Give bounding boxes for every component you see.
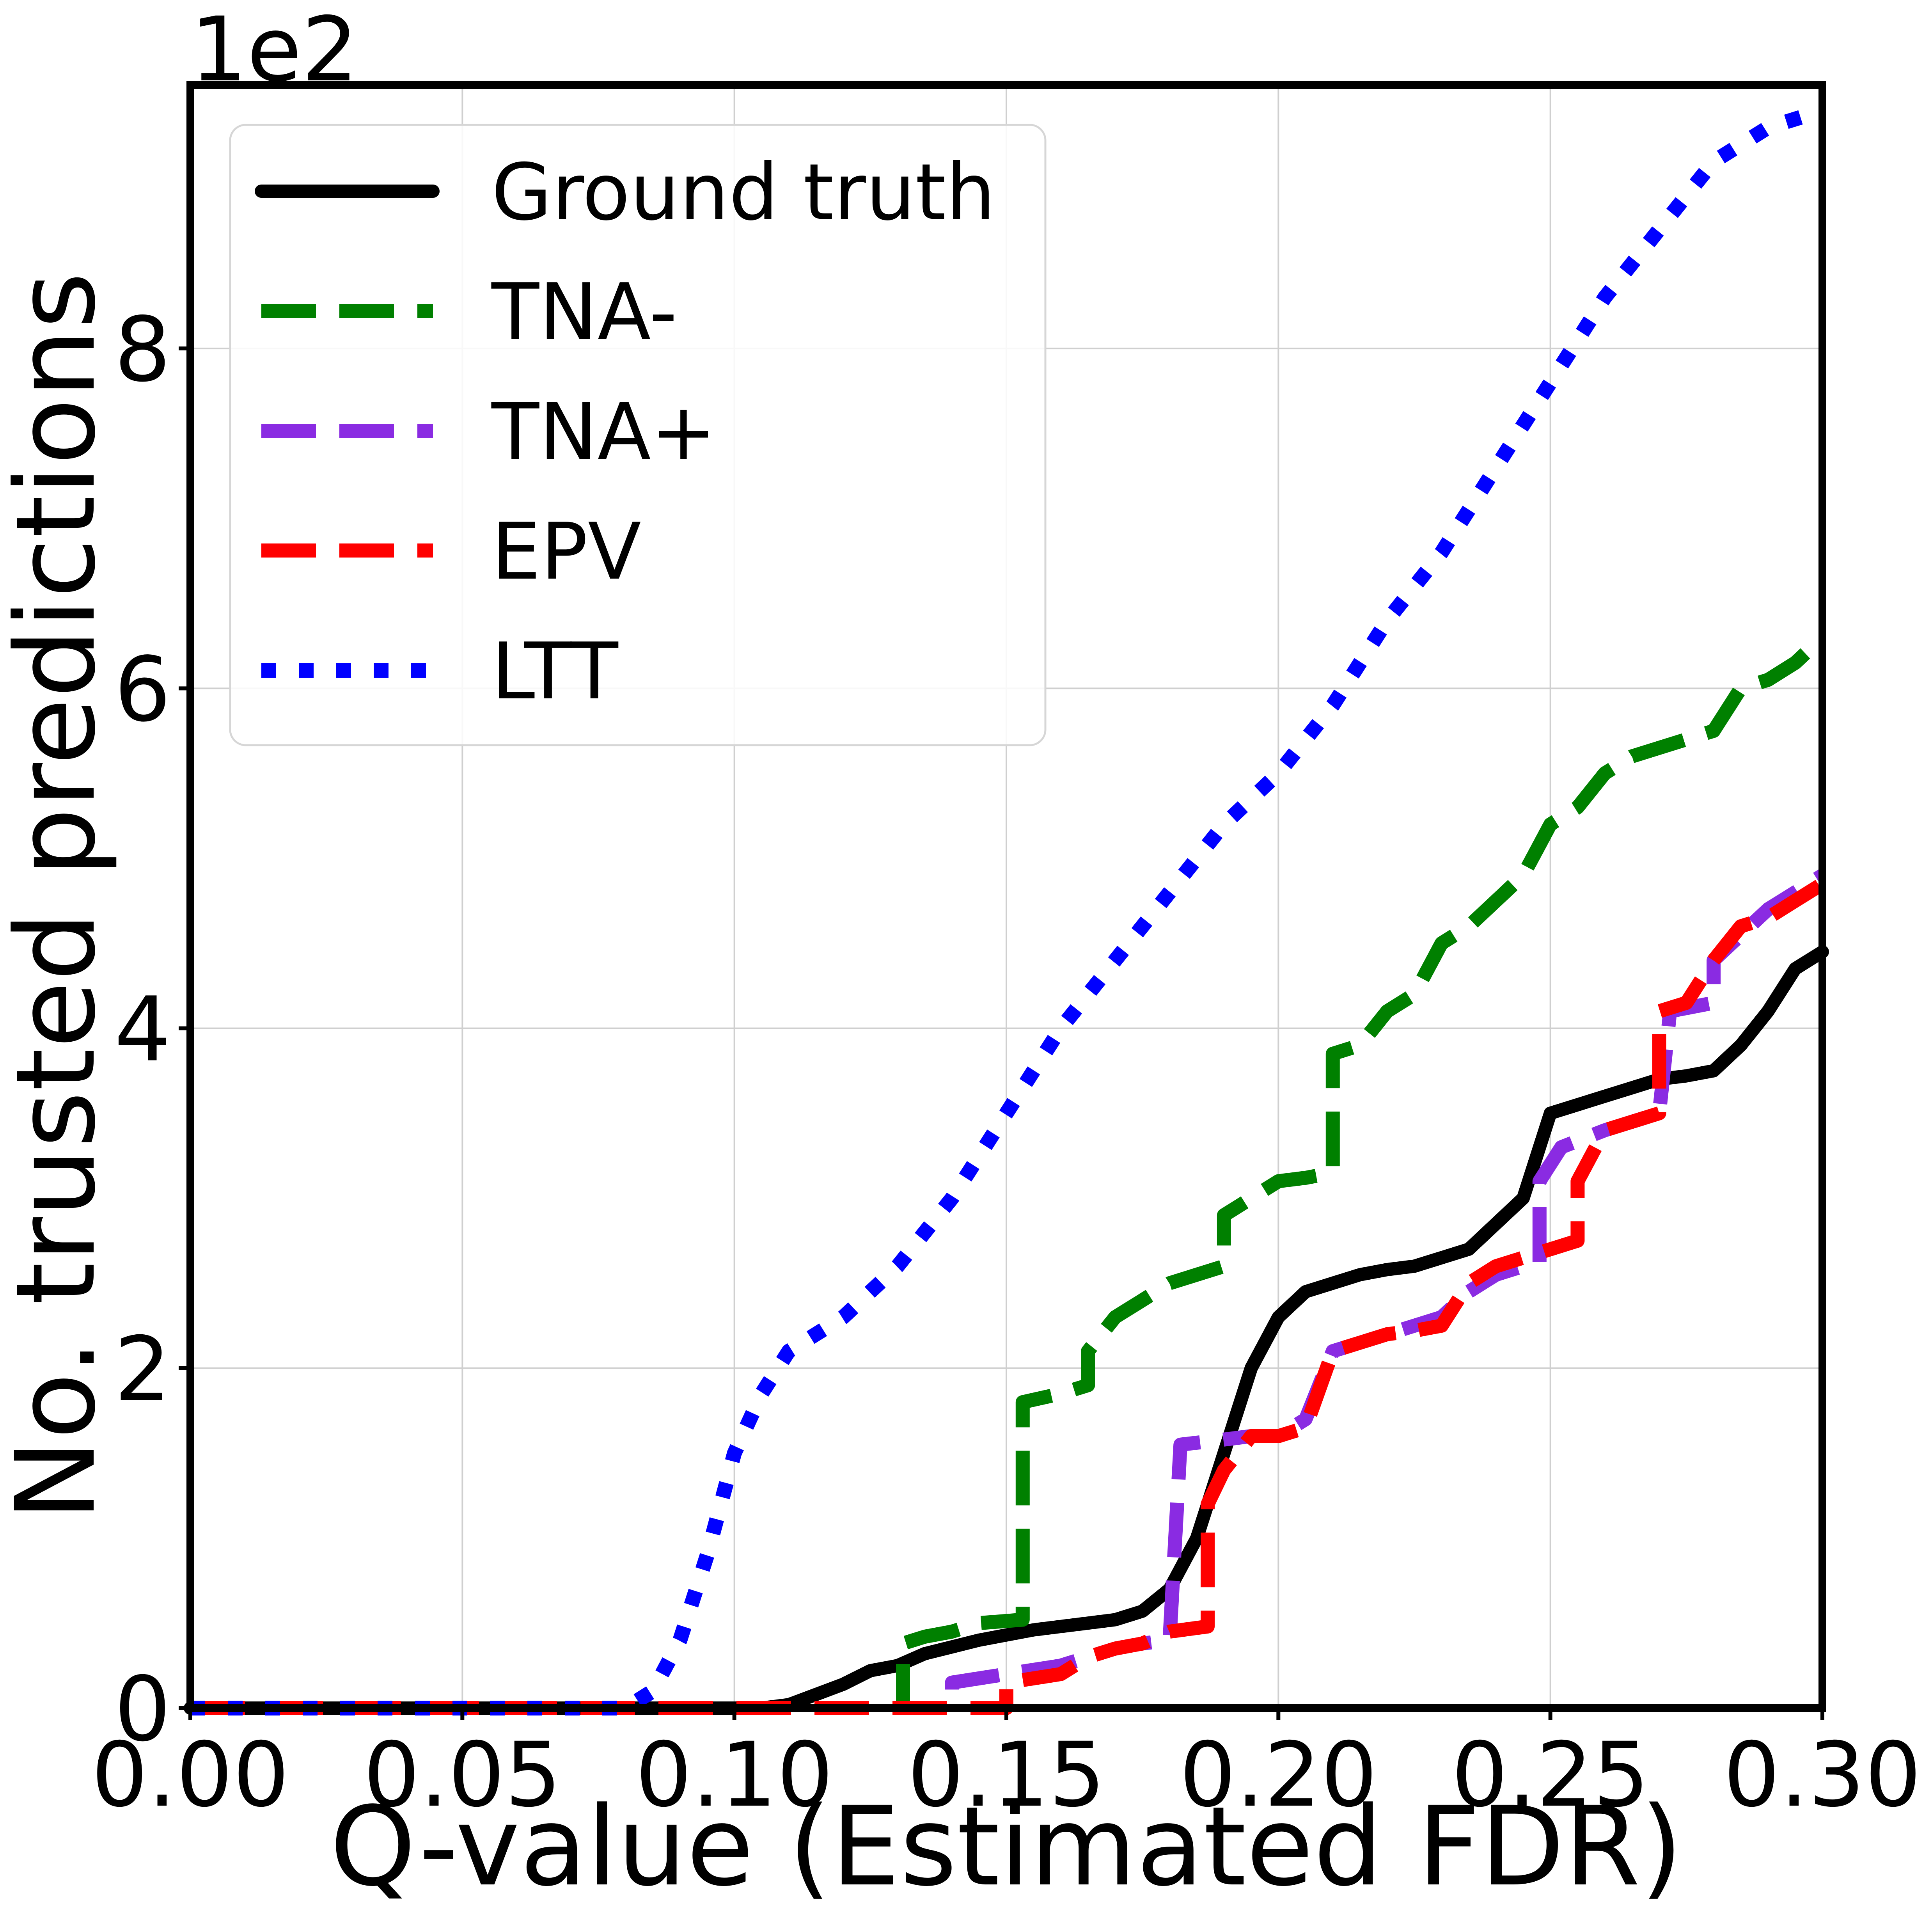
y-axis: 0 2 4 6 8 [114, 298, 190, 1761]
x-tick-label-2: 0.10 [635, 1723, 834, 1827]
x-tick-label-0: 0.00 [91, 1723, 289, 1827]
x-tick-label-5: 0.25 [1451, 1723, 1650, 1827]
x-tick-label-4: 0.20 [1180, 1723, 1378, 1827]
series-line-ground-truth-0 [184, 945, 1829, 1715]
y-tick-label-0: 0 [114, 1657, 171, 1761]
legend-box [229, 124, 1047, 746]
series-line-epv-3 [190, 878, 1826, 1715]
legend-label-1: TNA- [491, 267, 677, 358]
y-multiplier-label: 1e2 [190, 0, 358, 101]
series-line-ltt-4 [190, 103, 1825, 1715]
legend-label-2: TNA+ [491, 387, 716, 478]
x-axis: 0.00 0.05 0.10 0.15 0.20 0.25 0.30 [91, 1708, 1921, 1827]
legend-label-4: LTT [491, 626, 619, 717]
x-axis-title: Q-value (Estimated FDR) [330, 1783, 1683, 1911]
y-axis-title: No. trusted predictions [0, 272, 120, 1521]
y-tick-label-4: 8 [114, 298, 171, 401]
x-tick-label-6: 0.30 [1723, 1723, 1921, 1827]
x-tick-label-3: 0.15 [907, 1723, 1105, 1827]
x-tick-label-1: 0.05 [364, 1723, 562, 1827]
series-layer [184, 103, 1829, 1715]
y-tick-label-2: 4 [114, 978, 171, 1081]
legend-label-3: EPV [491, 506, 641, 597]
y-tick-label-3: 6 [114, 638, 171, 741]
series-line-tna-1 [190, 632, 1827, 1715]
legend-label-0: Ground truth [491, 147, 995, 238]
legend: Ground truth TNA- TNA+ EPV LTT [229, 124, 1047, 746]
y-tick-label-1: 2 [114, 1318, 171, 1421]
